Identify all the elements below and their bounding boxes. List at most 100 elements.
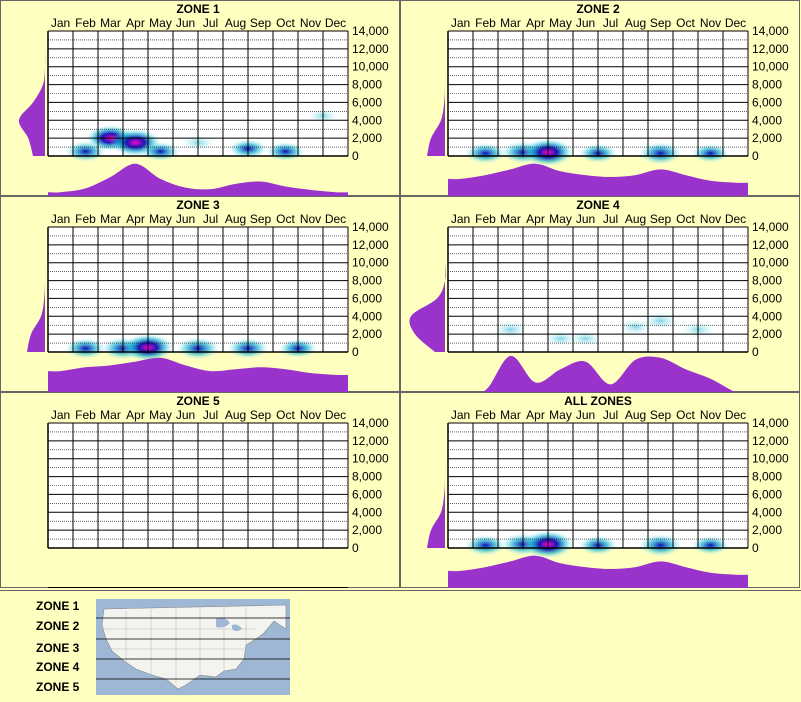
month-tick-label: Jan — [451, 408, 470, 422]
month-tick-label: Feb — [475, 16, 496, 30]
zone-3-panel: ZONE 3 Jan Feb Mar Apr May Jun Jul Aug Sep Oct Nov D… — [0, 196, 400, 392]
usa-map-icon — [96, 599, 290, 695]
month-tick-label: Apr — [126, 16, 145, 30]
month-tick-label: Sep — [650, 408, 672, 422]
y-tick-label: 14,000 — [352, 220, 389, 234]
density-blob — [265, 141, 306, 162]
month-tick-label: Jul — [603, 16, 618, 30]
month-tick-label: Mar — [500, 408, 521, 422]
y-tick-label: 0 — [752, 149, 759, 163]
zone-1-panel: ZONE 1 Jan Feb Mar Apr May Jun Jul Aug Sep Oct Nov D… — [0, 0, 400, 196]
month-tick-label: Nov — [300, 212, 321, 226]
month-tick-label: Nov — [700, 408, 721, 422]
y-tick-label: 10,000 — [752, 452, 789, 466]
month-tick-label: Dec — [325, 212, 346, 226]
y-tick-label: 6,000 — [752, 291, 782, 305]
month-tick-label: Jul — [203, 212, 218, 226]
y-tick-label: 14,000 — [752, 416, 789, 430]
density-blob — [691, 143, 730, 163]
month-tick-label: Jan — [51, 16, 70, 30]
y-tick-label: 6,000 — [752, 95, 782, 109]
month-tick-label: Jun — [576, 408, 595, 422]
month-tick-label: Dec — [325, 408, 346, 422]
zone-2-panel: ZONE 2 Jan Feb Mar Apr May Jun Jul Aug Sep Oct Nov D… — [400, 0, 800, 196]
month-tick-label: Mar — [100, 408, 121, 422]
month-tick-label: Aug — [225, 16, 246, 30]
density-blob — [638, 141, 683, 165]
y-tick-label: 4,000 — [352, 309, 382, 323]
y-tick-label: 8,000 — [352, 274, 382, 288]
y-tick-label: 2,000 — [352, 523, 382, 537]
month-tick-label: Feb — [75, 408, 96, 422]
month-tick-label: Aug — [225, 408, 246, 422]
zone-label-2: ZONE 2 — [36, 619, 80, 633]
y-tick-label: 10,000 — [352, 60, 389, 74]
month-tick-label: Feb — [75, 212, 96, 226]
month-tick-label: Feb — [475, 408, 496, 422]
y-tick-label: 0 — [352, 149, 359, 163]
y-tick-label: 14,000 — [352, 416, 389, 430]
y-tick-label: 8,000 — [352, 470, 382, 484]
month-tick-label: Jul — [203, 16, 218, 30]
zone-5-panel: ZONE 5 Jan Feb Mar Apr May Jun Jul Aug Sep Oct Nov D… — [0, 392, 400, 588]
zone-chart-svg: ZONE 5 Jan Feb Mar Apr May Jun Jul Aug Sep Oct Nov D… — [47, 394, 389, 588]
month-tick-label: Jan — [451, 16, 470, 30]
month-tick-label: Dec — [725, 16, 746, 30]
all-zones-panel: ALL ZONES Jan Feb Mar Apr May Jun Jul Aug Sep Oct N… — [400, 392, 800, 588]
chart-title: ZONE 2 — [576, 2, 620, 16]
y-tick-label: 10,000 — [352, 256, 389, 270]
y-tick-label: 10,000 — [752, 60, 789, 74]
density-blob — [691, 535, 730, 555]
elevation-profile — [27, 227, 46, 352]
chart-title: ALL ZONES — [564, 394, 632, 408]
month-tick-label: Jul — [603, 408, 618, 422]
y-tick-label: 2,000 — [752, 327, 782, 341]
month-tick-label: Jan — [51, 408, 70, 422]
chart-title: ZONE 1 — [176, 2, 220, 16]
month-tick-label: Oct — [276, 16, 295, 30]
y-tick-label: 2,000 — [352, 131, 382, 145]
chart-title: ZONE 5 — [176, 394, 220, 408]
month-tick-label: Dec — [325, 16, 346, 30]
y-tick-label: 4,000 — [352, 113, 382, 127]
month-tick-label: Jan — [451, 212, 470, 226]
zone-chart-svg: ZONE 2 Jan Feb Mar Apr May Jun Jul Aug Sep Oct Nov D… — [427, 2, 789, 196]
month-tick-label: Sep — [250, 408, 272, 422]
y-tick-label: 4,000 — [752, 505, 782, 519]
month-tick-label: Nov — [300, 16, 321, 30]
month-tick-label: Sep — [650, 212, 672, 226]
month-tick-label: Apr — [526, 408, 545, 422]
y-tick-label: 14,000 — [752, 24, 789, 38]
density-blob — [464, 142, 507, 165]
zone-label-5: ZONE 5 — [36, 680, 80, 694]
y-tick-label: 8,000 — [752, 470, 782, 484]
month-tick-label: May — [549, 408, 572, 422]
month-tick-label: May — [149, 16, 172, 30]
zone-4-panel: ZONE 4 Jan Feb Mar Apr May Jun Jul Aug Sep Oct Nov D… — [400, 196, 800, 393]
monthly-profile — [448, 163, 748, 196]
month-tick-label: Sep — [250, 212, 272, 226]
month-tick-label: Oct — [676, 408, 695, 422]
y-tick-label: 4,000 — [752, 309, 782, 323]
y-tick-label: 12,000 — [352, 434, 389, 448]
month-tick-label: Apr — [126, 212, 145, 226]
month-tick-label: Jun — [576, 212, 595, 226]
y-tick-label: 12,000 — [752, 238, 789, 252]
month-tick-label: Aug — [625, 408, 646, 422]
month-tick-label: Nov — [300, 408, 321, 422]
y-tick-label: 4,000 — [752, 113, 782, 127]
y-tick-label: 0 — [752, 541, 759, 555]
monthly-profile — [448, 555, 748, 588]
monthly-profile — [48, 357, 348, 392]
density-blob — [638, 533, 683, 557]
month-tick-label: Dec — [725, 212, 746, 226]
zone-legend: ZONE 1 ZONE 2 ZONE 3 ZONE 4 ZONE 5 — [0, 590, 801, 702]
month-tick-label: Nov — [700, 16, 721, 30]
y-tick-label: 8,000 — [752, 274, 782, 288]
y-tick-label: 6,000 — [752, 487, 782, 501]
month-tick-label: Jul — [203, 408, 218, 422]
density-blob — [140, 141, 181, 162]
chart-title: ZONE 4 — [576, 198, 620, 212]
zone-chart-svg: ZONE 4 Jan Feb Mar Apr May Jun Jul Aug Sep Oct Nov D… — [409, 198, 789, 393]
month-tick-label: Jul — [603, 212, 618, 226]
